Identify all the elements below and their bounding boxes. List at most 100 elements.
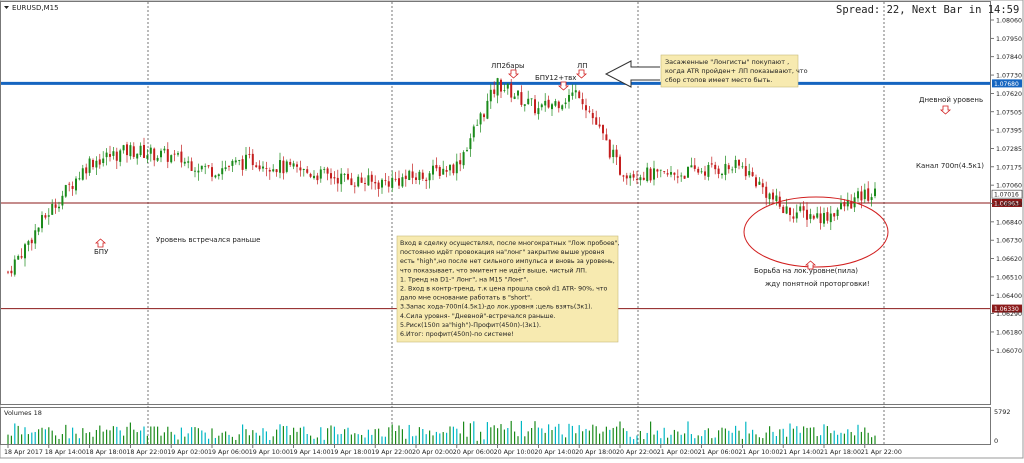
candle-body <box>299 167 302 171</box>
candle-body <box>846 199 849 207</box>
candle-body <box>81 168 84 180</box>
candle-body <box>238 160 241 162</box>
level-price-label: 1.07680 <box>994 81 1019 88</box>
candle-body <box>170 155 173 163</box>
price-tick-label: 1.07395 <box>996 128 1022 135</box>
candle-body <box>333 177 336 179</box>
price-tick-label: 1.06950 <box>996 201 1022 208</box>
candle-body <box>840 202 842 210</box>
candle-body <box>387 181 390 187</box>
candle-body <box>445 169 448 172</box>
candle-body <box>574 90 577 93</box>
candle-body <box>211 167 213 177</box>
candle-body <box>34 230 37 244</box>
candle-body <box>404 175 407 179</box>
candle-body <box>690 165 693 168</box>
candle-body <box>47 215 50 217</box>
candle-body <box>683 175 686 179</box>
candle-body <box>166 149 169 162</box>
time-tick-label: 19 Apr 06:00 <box>208 449 249 456</box>
candle-body <box>867 188 870 201</box>
candle-body <box>428 173 431 181</box>
dropdown-triangle-icon[interactable] <box>4 6 9 9</box>
candle-body <box>309 173 312 177</box>
candle-body <box>823 213 825 224</box>
candle-body <box>347 173 349 180</box>
candle-body <box>775 195 778 202</box>
price-tick-label: 1.06840 <box>996 219 1022 226</box>
candle-body <box>391 177 394 188</box>
note-main-line: что показывает, что эмитент не идёт выше… <box>400 266 587 274</box>
candle-body <box>336 177 339 184</box>
candle-body <box>540 104 543 108</box>
candle-body <box>816 213 819 218</box>
price-tick-label: 1.06400 <box>996 293 1022 300</box>
candle-body <box>285 161 288 172</box>
annotation-level-earlier: Уровень встречался раньше <box>156 236 260 244</box>
candle-body <box>649 168 652 181</box>
candle-body <box>595 117 598 125</box>
candle-body <box>710 163 713 165</box>
volume-bars <box>7 420 876 444</box>
candle-body <box>615 149 618 158</box>
time-tick-label: 19 Apr 22:00 <box>371 449 412 456</box>
arrow-marker-fight-up-icon <box>804 260 817 270</box>
candle-body <box>54 204 57 208</box>
candle-body <box>727 165 730 170</box>
candle-body <box>75 178 77 191</box>
candle-body <box>411 171 414 178</box>
candle-body <box>183 161 186 164</box>
candle-body <box>330 173 332 179</box>
arrow-marker-bpu-up-icon <box>94 238 107 248</box>
spread-next-bar-info: Spread: 22, Next Bar in 14:59 <box>836 4 1019 16</box>
level-price-tag <box>992 79 1022 88</box>
price-axis: 1.08060 1.07950 1.07840 1.07730 1.07620 1.075… <box>991 18 1022 355</box>
note-main-line: постоянно идёт провокация на"лонг" закры… <box>400 248 605 256</box>
level-price-tag <box>992 198 1022 207</box>
candle-body <box>697 168 700 173</box>
candle-body <box>578 91 581 99</box>
time-tick-label: 20 Apr 06:00 <box>453 449 494 456</box>
note-main-line: есть "high",но после нет сильного импуль… <box>400 258 615 265</box>
candle-body <box>302 169 305 171</box>
note-main-line: 5.Риск(150п за"high")-Профит(450п)-(3к1)… <box>400 322 541 329</box>
candle-body <box>24 244 26 259</box>
time-tick-label: 20 Apr 10:00 <box>494 449 535 456</box>
candle-body <box>632 174 635 178</box>
candle-body <box>272 169 275 172</box>
candle-body <box>489 89 492 102</box>
candle-body <box>466 150 468 152</box>
candle-body <box>255 165 258 168</box>
candle-body <box>469 138 472 150</box>
candle-body <box>126 144 128 156</box>
candle-body <box>472 126 475 138</box>
candle-body <box>340 173 343 185</box>
candle-body <box>207 165 210 167</box>
candle-body <box>843 201 846 207</box>
candle-body <box>197 170 200 173</box>
candle-body <box>534 99 536 114</box>
candle-body <box>758 181 761 185</box>
candle-body <box>870 197 873 201</box>
symbol-title[interactable]: EURUSD,M15 <box>4 4 59 12</box>
candle-body <box>751 172 754 177</box>
candle-body <box>629 175 632 179</box>
candle-body <box>360 177 363 183</box>
time-tick-label: 19 Apr 18:00 <box>330 449 371 456</box>
candle-body <box>71 186 74 189</box>
candle-body <box>625 175 628 179</box>
candle-body <box>806 209 808 220</box>
candle-body <box>704 171 706 176</box>
candle-body <box>653 168 655 180</box>
annotation-bpu: БПУ <box>94 248 109 256</box>
time-tick-label: 21 Apr 06:00 <box>698 449 739 456</box>
candle-body <box>139 145 142 156</box>
annotation-fight: Борьба на лок.уровне(пила) <box>754 267 858 275</box>
arrow-marker-lp2bars-icon <box>507 69 520 79</box>
candle-body <box>442 168 445 175</box>
candle-body <box>313 175 315 179</box>
candle-body <box>394 178 397 180</box>
time-tick-label: 18 Apr 2017 <box>4 449 43 456</box>
